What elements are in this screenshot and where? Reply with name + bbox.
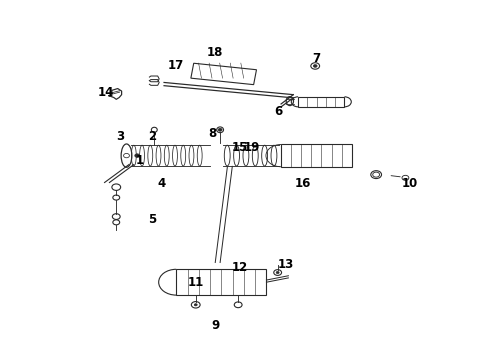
Text: 19: 19	[243, 141, 260, 154]
Text: 9: 9	[211, 319, 219, 332]
Circle shape	[135, 154, 140, 157]
Text: 10: 10	[401, 177, 418, 190]
Circle shape	[372, 172, 379, 177]
Text: 3: 3	[116, 130, 124, 144]
Text: 13: 13	[277, 258, 293, 271]
Text: 7: 7	[312, 51, 320, 64]
Text: 6: 6	[274, 105, 282, 118]
Text: 11: 11	[187, 276, 203, 289]
Text: 14: 14	[97, 86, 114, 99]
Circle shape	[218, 129, 222, 131]
Text: 15: 15	[231, 141, 247, 154]
Text: 18: 18	[206, 46, 223, 59]
Bar	[190, 63, 256, 85]
Text: 17: 17	[168, 59, 184, 72]
Text: 5: 5	[147, 213, 156, 226]
Text: 1: 1	[135, 154, 143, 167]
Bar	[298, 97, 344, 107]
Circle shape	[123, 153, 129, 158]
Circle shape	[276, 271, 279, 274]
Text: 12: 12	[231, 261, 247, 274]
Text: 4: 4	[157, 177, 165, 190]
Bar	[176, 269, 266, 295]
Text: 8: 8	[208, 127, 217, 140]
Bar	[281, 144, 351, 167]
Text: 2: 2	[147, 130, 156, 144]
Text: 16: 16	[294, 177, 310, 190]
Circle shape	[194, 304, 197, 306]
Circle shape	[313, 64, 317, 67]
